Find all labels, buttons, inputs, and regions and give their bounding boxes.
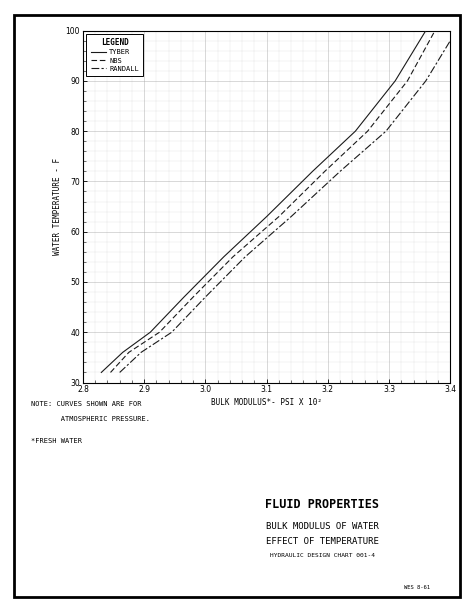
RANDALL	[337, 168, 343, 175]
RANDALL	[288, 213, 294, 220]
Text: BULK MODULUS OF WATER: BULK MODULUS OF WATER	[266, 522, 379, 531]
NBS	[230, 253, 236, 261]
RANDALL	[202, 293, 208, 300]
Text: FLUID PROPERTIES: FLUID PROPERTIES	[265, 498, 379, 512]
RANDALL	[454, 27, 459, 34]
RANDALL	[242, 253, 248, 261]
RANDALL	[117, 369, 122, 376]
NBS	[365, 127, 371, 135]
Legend: TYBER, NBS, RANDALL: TYBER, NBS, RANDALL	[86, 34, 143, 76]
Line: RANDALL: RANDALL	[119, 31, 456, 373]
NBS	[108, 369, 113, 376]
TYBER	[353, 127, 358, 135]
NBS	[322, 168, 328, 175]
Text: WES 8-61: WES 8-61	[404, 584, 430, 590]
Line: NBS: NBS	[110, 31, 435, 373]
TYBER	[120, 349, 126, 356]
TYBER	[99, 369, 104, 376]
RANDALL	[138, 349, 144, 356]
Text: ATMOSPHERIC PRESSURE.: ATMOSPHERIC PRESSURE.	[31, 416, 150, 422]
RANDALL	[169, 329, 174, 336]
RANDALL	[383, 127, 389, 135]
TYBER	[264, 213, 269, 220]
NBS	[156, 329, 162, 336]
TYBER	[392, 77, 398, 84]
NBS	[126, 349, 132, 356]
TYBER	[221, 253, 227, 261]
TYBER	[423, 27, 428, 34]
NBS	[190, 293, 196, 300]
TYBER	[147, 329, 153, 336]
NBS	[432, 27, 438, 34]
NBS	[276, 213, 282, 220]
TYBER	[310, 168, 315, 175]
X-axis label: BULK MODULUS*- PSI X 10²: BULK MODULUS*- PSI X 10²	[211, 398, 322, 408]
NBS	[405, 77, 410, 84]
TYBER	[181, 293, 187, 300]
Y-axis label: WATER TEMPERATURE - F: WATER TEMPERATURE - F	[53, 158, 62, 255]
Text: NOTE: CURVES SHOWN ARE FOR: NOTE: CURVES SHOWN ARE FOR	[31, 401, 141, 407]
Text: *FRESH WATER: *FRESH WATER	[31, 438, 82, 444]
Text: EFFECT OF TEMPERATURE: EFFECT OF TEMPERATURE	[266, 537, 379, 546]
Line: TYBER: TYBER	[101, 31, 426, 373]
RANDALL	[423, 77, 428, 84]
Text: HYDRAULIC DESIGN CHART 001-4: HYDRAULIC DESIGN CHART 001-4	[270, 553, 375, 558]
